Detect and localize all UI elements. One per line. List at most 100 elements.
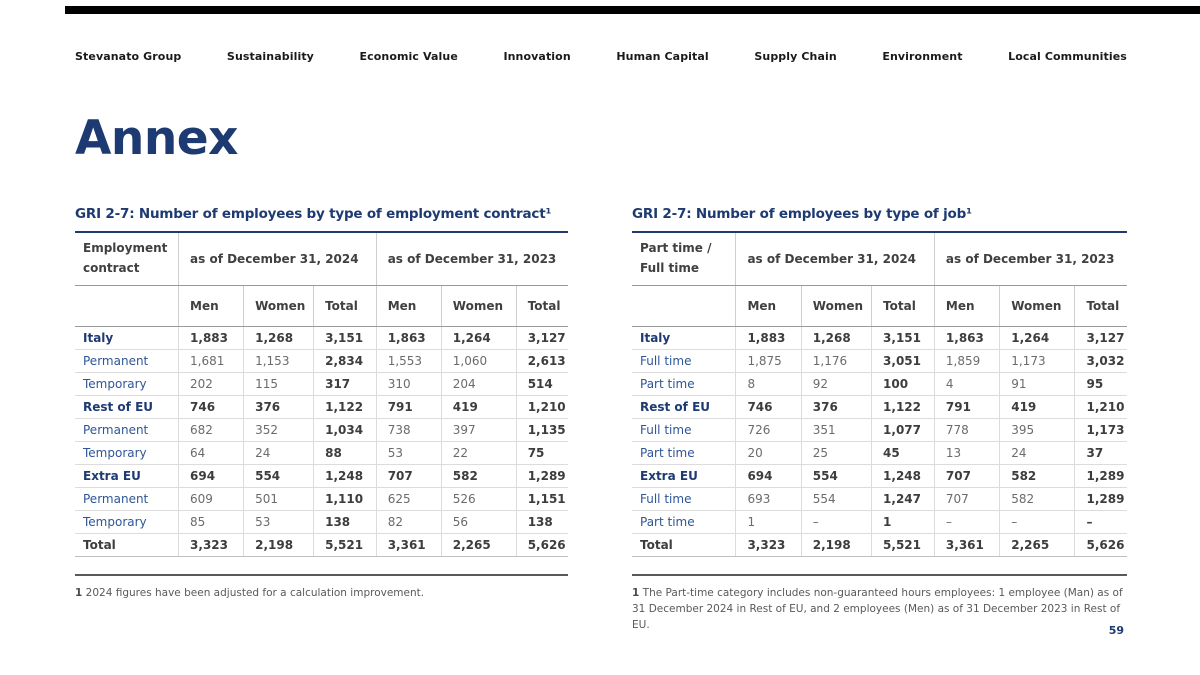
cell-value: 351	[800, 418, 872, 442]
row-label: Extra EU	[75, 464, 179, 488]
cell-value: 1,553	[375, 349, 442, 373]
nav-item-innovation[interactable]: Innovation	[503, 50, 571, 63]
cell-value: 1,268	[243, 326, 314, 350]
cell-value: 1,289	[1074, 487, 1127, 511]
footnote-rule	[75, 573, 568, 576]
cell-value: 3,151	[313, 326, 377, 350]
table-row: Extra EU 694 554 1,248 707 582 1,289	[75, 464, 568, 488]
footnote-marker: 1	[632, 586, 640, 599]
table-row: Part time 8 92 100 4 91 95	[632, 372, 1127, 396]
nav-item-human-capital[interactable]: Human Capital	[616, 50, 709, 63]
cell-value: 1,210	[515, 395, 568, 419]
cell-value: 3,361	[375, 533, 442, 557]
row-label: Full time	[632, 487, 736, 511]
cell-value: 53	[243, 510, 314, 534]
row-label: Temporary	[75, 441, 179, 465]
cell-value: 2,265	[999, 533, 1075, 557]
table-row: Temporary 64 24 88 53 22 75	[75, 441, 568, 465]
type-of-job-table: Part time / Full time as of December 31,…	[632, 231, 1127, 557]
cell-value: 514	[515, 372, 568, 396]
cell-value: 91	[999, 372, 1075, 396]
cell-value: 707	[933, 487, 1000, 511]
row-label: Rest of EU	[75, 395, 179, 419]
column-header: Men	[178, 285, 244, 327]
cell-value: 1,863	[933, 326, 1000, 350]
table-row: Total 3,323 2,198 5,521 3,361 2,265 5,626	[75, 533, 568, 557]
empty-header-cell	[632, 285, 736, 327]
row-label: Permanent	[75, 487, 179, 511]
cell-value: 3,032	[1074, 349, 1127, 373]
cell-value: 100	[871, 372, 935, 396]
nav-item-environment[interactable]: Environment	[882, 50, 963, 63]
tables-container: GRI 2-7: Number of employees by type of …	[75, 206, 1127, 633]
table-footnote: 1 The Part-time category includes non-gu…	[632, 585, 1127, 634]
cell-value: 707	[933, 464, 1000, 488]
cell-value: 2,265	[440, 533, 517, 557]
cell-value: 1,268	[800, 326, 872, 350]
table-row: Full time 693 554 1,247 707 582 1,289	[632, 487, 1127, 511]
cell-value: 1,247	[871, 487, 935, 511]
column-group-2023: as of December 31, 2023	[375, 232, 568, 286]
table-header-groups: Employment contract as of December 31, 2…	[75, 232, 568, 286]
cell-value: 204	[440, 372, 517, 396]
cell-value: 1,681	[178, 349, 244, 373]
cell-value: 419	[440, 395, 517, 419]
cell-value: 1,859	[933, 349, 1000, 373]
cell-value: 2,198	[800, 533, 872, 557]
cell-value: 1,883	[735, 326, 802, 350]
table-row: Permanent 682 352 1,034 738 397 1,135	[75, 418, 568, 442]
footnote-text: 2024 figures have been adjusted for a ca…	[85, 586, 425, 599]
cell-value: 1,264	[999, 326, 1075, 350]
column-header: Total	[515, 285, 568, 327]
column-group-2023: as of December 31, 2023	[933, 232, 1127, 286]
cell-value: 1,173	[1074, 418, 1127, 442]
cell-value: 1,289	[515, 464, 568, 488]
cell-value: 778	[933, 418, 1000, 442]
cell-value: 694	[178, 464, 244, 488]
cell-value: 694	[735, 464, 802, 488]
cell-value: 1,210	[1074, 395, 1127, 419]
column-header: Total	[1074, 285, 1127, 327]
cell-value: 1,034	[313, 418, 377, 442]
cell-value: 1,883	[178, 326, 244, 350]
cell-value: 526	[440, 487, 517, 511]
row-label: Full time	[632, 349, 736, 373]
cell-value: 791	[375, 395, 442, 419]
table-header-subcolumns: Men Women Total Men Women Total	[75, 285, 568, 327]
nav-item-supply-chain[interactable]: Supply Chain	[754, 50, 837, 63]
cell-value: 1	[871, 510, 935, 534]
cell-value: 1,153	[243, 349, 314, 373]
cell-value: 53	[375, 441, 442, 465]
cell-value: 582	[440, 464, 517, 488]
cell-value: 202	[178, 372, 244, 396]
nav-item-local-communities[interactable]: Local Communities	[1008, 50, 1127, 63]
table-row: Temporary 85 53 138 82 56 138	[75, 510, 568, 534]
cell-value: 2,613	[515, 349, 568, 373]
nav-item-sustainability[interactable]: Sustainability	[226, 50, 314, 63]
page-number: 59	[1108, 624, 1124, 637]
nav-item-stevanato-group[interactable]: Stevanato Group	[75, 50, 182, 63]
cell-value: 5,626	[1074, 533, 1127, 557]
cell-value: 56	[440, 510, 517, 534]
row-label: Total	[632, 533, 736, 557]
cell-value: 419	[999, 395, 1075, 419]
cell-value: 85	[178, 510, 244, 534]
table-row: Part time 1–1– – –	[632, 510, 1127, 534]
row-label: Permanent	[75, 418, 179, 442]
cell-value: 625	[375, 487, 442, 511]
row-label: Temporary	[75, 510, 179, 534]
nav-item-economic-value[interactable]: Economic Value	[359, 50, 458, 63]
employment-contract-table-block: GRI 2-7: Number of employees by type of …	[75, 206, 568, 633]
top-decoration-bar	[65, 6, 1200, 14]
row-label: Part time	[632, 372, 736, 396]
cell-value: 115	[243, 372, 314, 396]
cell-value: 5,521	[871, 533, 935, 557]
cell-value: 138	[515, 510, 568, 534]
employment-contract-table: Employment contract as of December 31, 2…	[75, 231, 568, 557]
column-header: Men	[933, 285, 1000, 327]
cell-value: 37	[1074, 441, 1127, 465]
column-header: Women	[243, 285, 314, 327]
table-row: Rest of EU 746 376 1,122 791 419 1,210	[632, 395, 1127, 419]
cell-value: –	[800, 510, 872, 534]
cell-value: 25	[800, 441, 872, 465]
